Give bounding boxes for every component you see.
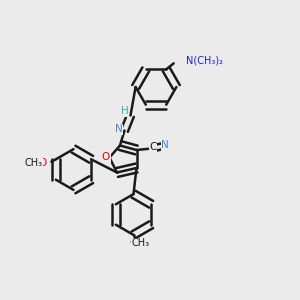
- Text: N(CH₃)₂: N(CH₃)₂: [186, 55, 223, 65]
- Text: H: H: [121, 106, 129, 116]
- Text: N: N: [161, 140, 169, 150]
- Text: O: O: [39, 158, 47, 168]
- Text: CH₃: CH₃: [132, 238, 150, 248]
- Text: O: O: [129, 238, 138, 248]
- Text: N: N: [115, 124, 122, 134]
- Text: C: C: [149, 142, 157, 152]
- Text: O: O: [102, 152, 110, 163]
- Text: CH₃: CH₃: [25, 158, 43, 168]
